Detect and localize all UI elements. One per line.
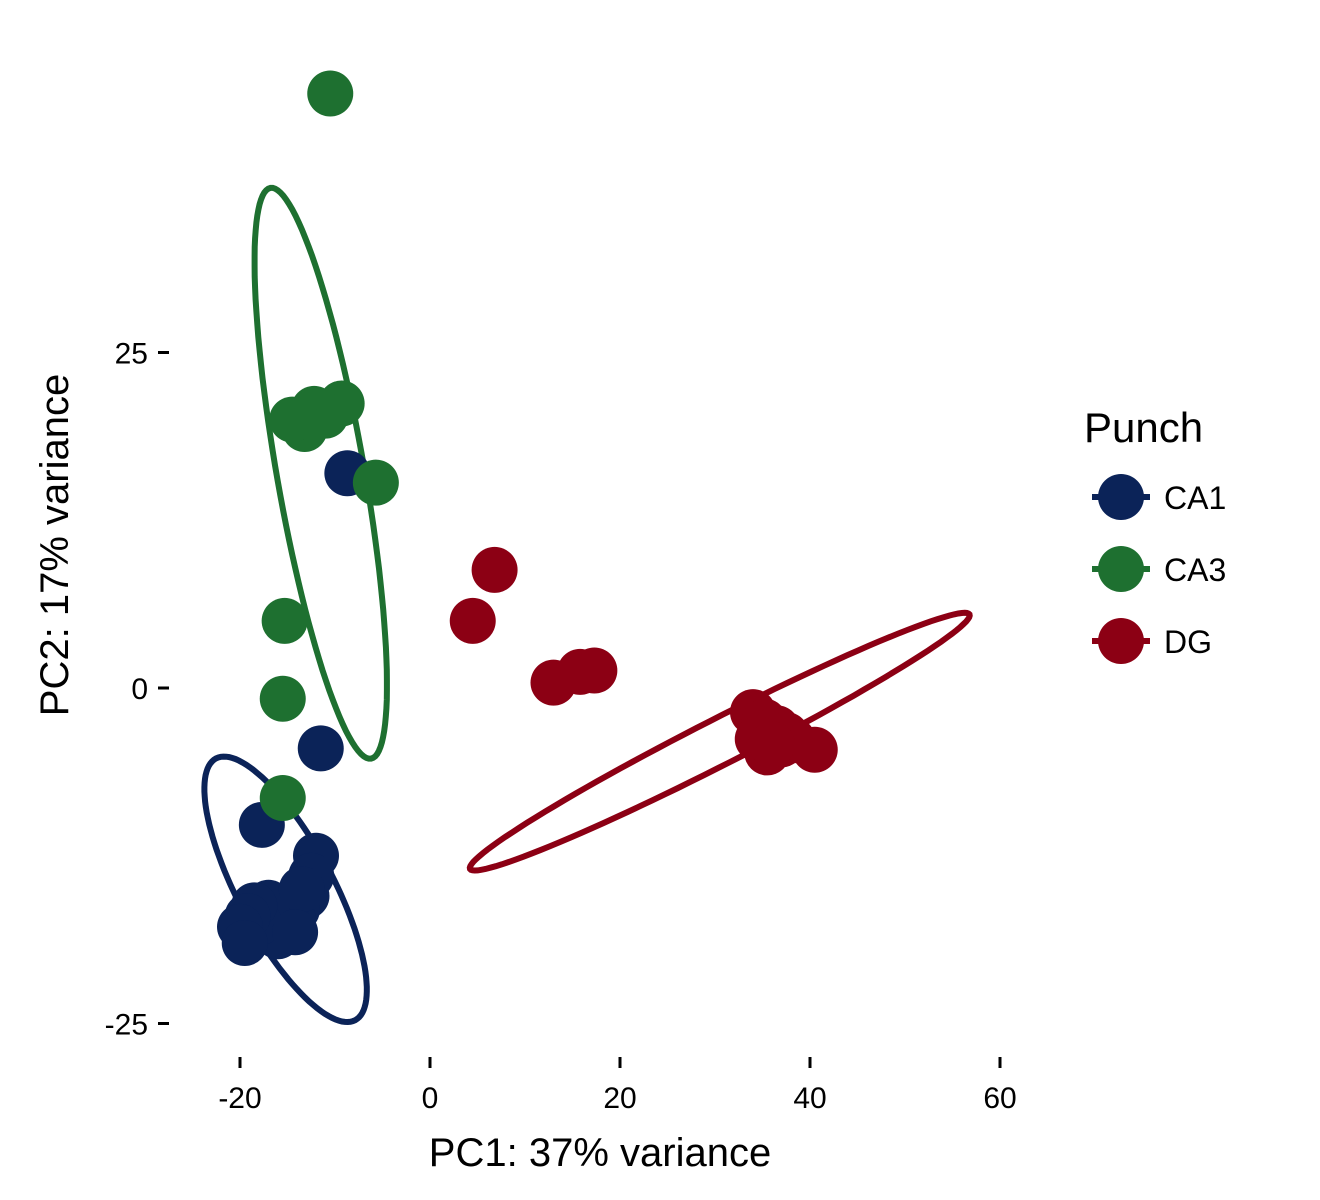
legend-item-ca1: CA1 — [1092, 474, 1226, 520]
x-tick-label: 40 — [793, 1082, 826, 1115]
point-ca3-0 — [307, 70, 354, 117]
point-ca3-5 — [269, 396, 316, 443]
y-tick-label: 25 — [115, 338, 148, 371]
point-dg-14 — [749, 721, 795, 768]
point-dg-4 — [571, 647, 618, 694]
legend-key-dot — [1098, 618, 1144, 664]
point-ca1-18 — [272, 909, 319, 956]
point-ca3-8 — [259, 675, 306, 722]
x-tick-label: 60 — [983, 1082, 1016, 1115]
x-axis: -20 0 20 40 60 — [218, 1057, 1017, 1115]
legend-title: Punch — [1084, 404, 1203, 451]
ellipse-dg — [466, 609, 973, 874]
point-dg-0 — [471, 546, 518, 593]
legend-item-dg: DG — [1092, 618, 1212, 664]
ellipse-ca3 — [251, 184, 390, 762]
point-dg-13 — [791, 726, 838, 773]
legend-label: DG — [1164, 624, 1212, 660]
y-tick-label: 0 — [131, 673, 148, 706]
legend: Punch CA1 CA3 DG — [1084, 404, 1226, 664]
legend-items: CA1 CA3 DG — [1092, 474, 1226, 664]
point-ca1-16 — [221, 919, 268, 966]
legend-item-ca3: CA3 — [1092, 546, 1226, 592]
data-points — [217, 70, 838, 966]
point-ca1-1 — [297, 725, 344, 772]
point-ca1-17 — [278, 866, 325, 913]
x-tick-label: 0 — [422, 1082, 439, 1115]
x-tick-label: 20 — [603, 1082, 636, 1115]
point-ca3-7 — [261, 597, 308, 644]
point-ca3-9 — [259, 775, 306, 822]
y-tick-label: -25 — [105, 1009, 148, 1042]
y-axis-title: PC2: 17% variance — [33, 374, 77, 716]
point-dg-1 — [449, 597, 496, 644]
legend-label: CA1 — [1164, 480, 1226, 516]
point-ca3-6 — [352, 459, 399, 506]
legend-key-dot — [1098, 546, 1144, 592]
x-tick-label: -20 — [218, 1082, 261, 1115]
legend-label: CA3 — [1164, 552, 1226, 588]
legend-key-dot — [1098, 474, 1144, 520]
x-axis-title: PC1: 37% variance — [429, 1131, 771, 1175]
y-axis: -25 0 25 — [105, 338, 169, 1042]
